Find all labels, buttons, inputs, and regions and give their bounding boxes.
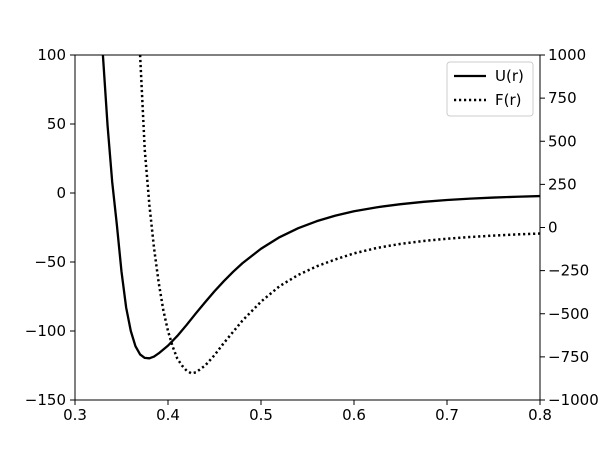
y-right-tick-label: −1000 bbox=[548, 391, 599, 409]
x-tick-label: 0.3 bbox=[63, 406, 87, 424]
y-left-tick-label: 50 bbox=[47, 115, 66, 133]
y-right-tick-label: 750 bbox=[548, 89, 577, 107]
y-left-tick-label: 100 bbox=[37, 46, 66, 64]
legend: U(r) F(r) bbox=[446, 61, 534, 117]
y-right-tick-label: −750 bbox=[548, 348, 589, 366]
x-tick-label: 0.7 bbox=[435, 406, 459, 424]
y-right-tick-label: −250 bbox=[548, 262, 589, 280]
x-tick-label: 0.5 bbox=[249, 406, 273, 424]
series-layer bbox=[101, 55, 540, 375]
x-tick-label: 0.8 bbox=[528, 406, 552, 424]
legend-label: F(r) bbox=[495, 91, 522, 109]
y-right-tick-label: 0 bbox=[548, 219, 558, 237]
y-left-tick-label: 0 bbox=[56, 184, 66, 202]
y-right-tick-label: 250 bbox=[548, 175, 577, 193]
x-tick-label: 0.6 bbox=[342, 406, 366, 424]
legend-label: U(r) bbox=[495, 67, 524, 85]
series-line-f bbox=[138, 55, 540, 375]
y-right-tick-label: −500 bbox=[548, 305, 589, 323]
y-left-tick-label: −50 bbox=[34, 253, 66, 271]
series-line-u bbox=[101, 55, 540, 360]
y-left-tick-label: −100 bbox=[25, 322, 66, 340]
ticks-layer: 0.3 0.4 0.5 0.6 0.7 0.8−150−100−50050100−1000… bbox=[25, 46, 599, 424]
y-left-tick-label: −150 bbox=[25, 391, 66, 409]
y-right-tick-label: 1000 bbox=[548, 46, 586, 64]
y-right-tick-label: 500 bbox=[548, 132, 577, 150]
x-tick-label: 0.4 bbox=[156, 406, 180, 424]
